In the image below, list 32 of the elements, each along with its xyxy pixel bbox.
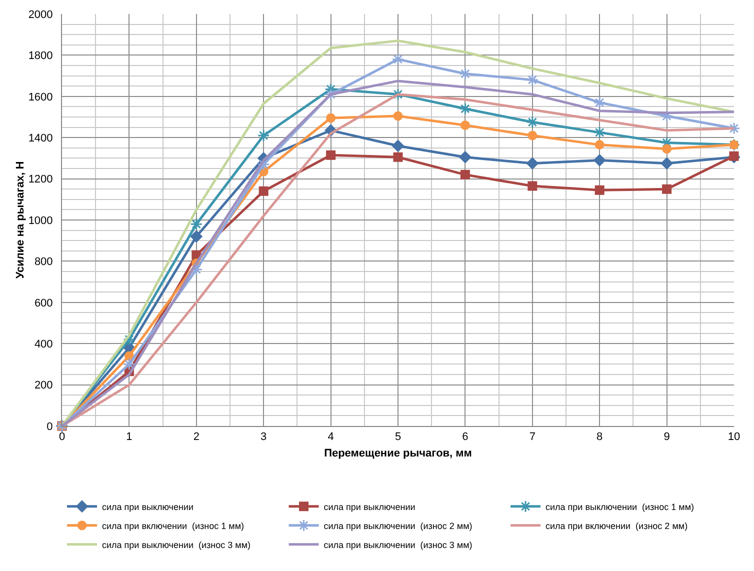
x-tick-label: 9 [664,431,670,444]
x-tick-label: 3 [260,431,267,444]
y-tick-label: 200 [34,380,53,392]
y-tick-label: 1400 [28,132,53,144]
x-tick-label: 0 [58,431,66,444]
y-tick-label: 0 [46,420,53,433]
legend-label: сила при выключении [324,502,416,512]
x-tick-label: 10 [728,431,740,444]
x-tick-label: 5 [394,431,402,444]
y-tick-label: 1200 [28,174,53,186]
legend-label: сила при выключении (износ 2 мм) [324,520,472,531]
x-tick-label: 2 [193,431,200,444]
legend-label: сила при выключении (износ 3 мм) [324,540,472,550]
y-tick-label: 2000 [28,8,53,21]
y-tick-label: 1800 [28,50,53,62]
x-tick-label: 6 [462,431,468,444]
x-axis-title: Перемещение рычагов, мм [324,447,472,460]
x-tick-label: 4 [328,431,334,444]
legend-label: сила при выключении (износ 3 мм) [102,540,251,550]
legend-label: сила при включении (износ 2 мм) [546,520,688,531]
y-tick-label: 400 [34,338,53,350]
x-tick-label: 8 [596,431,603,444]
legend-label: сила при выключении [102,502,194,512]
x-tick-label: 7 [529,431,536,444]
y-tick-label: 1600 [28,91,53,104]
legend-label: сила при включении (износ 1 мм) [102,520,244,531]
x-tick-label: 1 [126,431,132,444]
y-tick-label: 1000 [28,214,53,227]
y-axis-title: Усилие на рычагах, Н [14,161,26,279]
y-tick-label: 600 [34,297,53,310]
y-tick-label: 800 [34,256,53,268]
legend-label: сила при выключении (износ 1 мм) [546,502,694,512]
